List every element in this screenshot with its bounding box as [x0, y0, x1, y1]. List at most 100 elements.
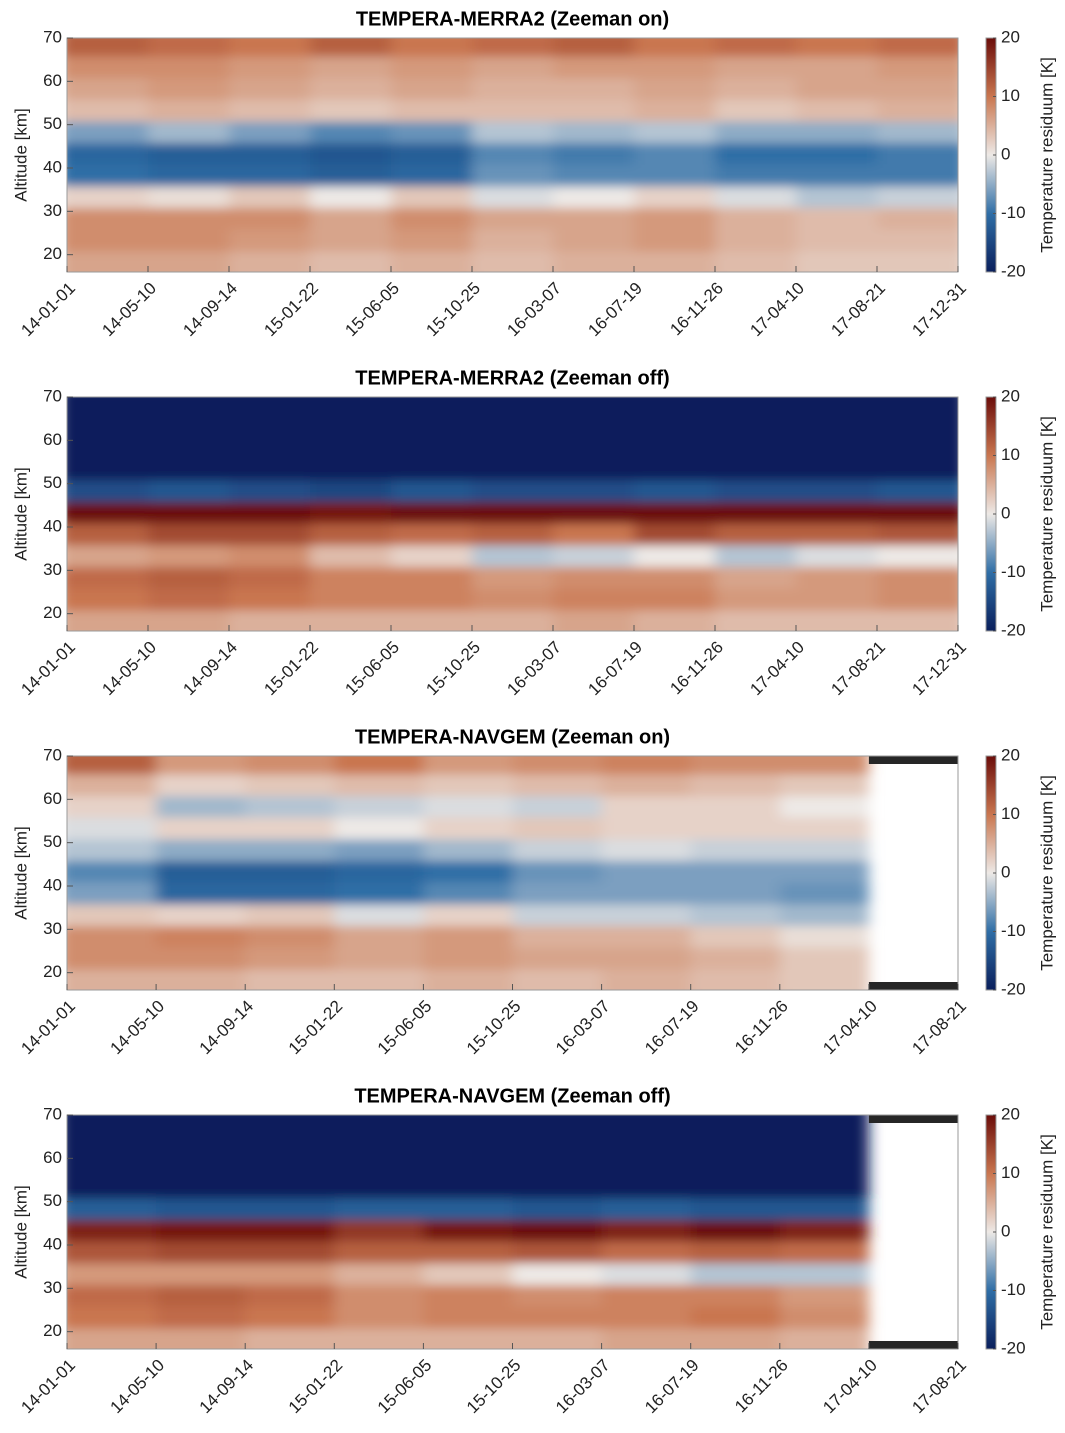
- colorbar-tick-label: 20: [1001, 745, 1020, 764]
- x-tick-label: 15-01-22: [260, 279, 322, 341]
- heatmap-cell: [67, 1115, 158, 1134]
- heatmap-cell: [512, 1197, 603, 1220]
- panel-title: TEMPERA-MERRA2 (Zeeman off): [355, 367, 669, 389]
- heatmap-layer: [67, 397, 958, 631]
- x-tick-label: 16-03-07: [503, 279, 565, 341]
- heatmap-cell: [634, 479, 716, 502]
- x-tick-label: 16-03-07: [503, 638, 565, 700]
- y-tick-label: 40: [43, 157, 62, 176]
- x-tick-label: 14-01-01: [17, 997, 79, 1059]
- colorbar-label: Temperature residuum [K]: [1037, 1134, 1056, 1330]
- heatmap-cell: [423, 838, 514, 861]
- heatmap-cell: [553, 479, 635, 502]
- heatmap-cell: [229, 250, 311, 272]
- colorbar-label: Temperature residuum [K]: [1037, 416, 1056, 612]
- heatmap-cell: [67, 120, 149, 143]
- heatmap-cell: [148, 414, 230, 437]
- heatmap-cell: [391, 77, 473, 100]
- heatmap-cell: [472, 228, 554, 252]
- heatmap-cell: [634, 120, 716, 143]
- heatmap-cell: [423, 1115, 514, 1134]
- heatmap-cell: [779, 1219, 869, 1242]
- heatmap-cell: [423, 881, 514, 905]
- heatmap-cell: [229, 609, 311, 631]
- heatmap-cell: [156, 946, 247, 970]
- heatmap-cell: [391, 522, 473, 546]
- colorbar-tick-label: 10: [1001, 1163, 1020, 1182]
- heatmap-cell: [67, 522, 149, 546]
- heatmap-cell: [310, 163, 392, 187]
- heatmap-cell: [148, 120, 230, 143]
- heatmap-cell: [634, 163, 716, 187]
- x-tick-label: 16-11-26: [731, 1356, 792, 1417]
- heatmap-cell: [310, 501, 392, 524]
- x-tick-label: 17-08-21: [908, 997, 970, 1059]
- heatmap-cell: [601, 838, 692, 861]
- heatmap-cell: [156, 860, 247, 883]
- heatmap-cell: [877, 457, 958, 481]
- x-tick-label: 16-03-07: [552, 997, 614, 1059]
- heatmap-cell: [715, 38, 797, 57]
- x-tick-label: 17-04-10: [819, 997, 881, 1059]
- x-tick-label: 14-09-14: [179, 279, 241, 341]
- heatmap-cell: [156, 1115, 247, 1134]
- heatmap-cell: [715, 250, 797, 272]
- y-tick-label: 70: [43, 745, 62, 764]
- heatmap-cell: [310, 566, 392, 589]
- x-tick-label: 17-08-21: [908, 1356, 970, 1418]
- colorbar-tick-label: -10: [1001, 562, 1026, 581]
- heatmap-cell: [423, 1175, 514, 1199]
- heatmap-cell: [156, 1327, 247, 1349]
- heatmap-cell: [423, 946, 514, 970]
- heatmap-cell: [553, 228, 635, 252]
- heatmap-cell: [148, 397, 230, 416]
- colorbar-tick-label: 0: [1001, 1221, 1010, 1240]
- heatmap-cell: [67, 1262, 158, 1285]
- heatmap-cell: [877, 38, 958, 57]
- heatmap-cell: [472, 77, 554, 100]
- plot-frame: [66, 37, 959, 273]
- heatmap-cell: [472, 522, 554, 546]
- heatmap-cell: [472, 501, 554, 524]
- heatmap-cell: [310, 522, 392, 546]
- colorbar-tick-label: 20: [1001, 27, 1020, 46]
- heatmap-cell: [779, 1240, 869, 1264]
- heatmap-cell: [512, 773, 603, 796]
- x-tick-label: 16-07-19: [641, 1356, 703, 1418]
- y-tick-label: 60: [43, 789, 62, 808]
- heatmap-cell: [779, 1262, 869, 1285]
- heatmap-cell: [796, 77, 878, 100]
- x-tick-label: 14-09-14: [196, 997, 258, 1059]
- heatmap-cell: [310, 609, 392, 631]
- x-tick-label: 14-05-10: [98, 279, 160, 341]
- heatmap-cell: [156, 773, 247, 796]
- heatmap-cell: [67, 1240, 158, 1264]
- heatmap-cell: [334, 881, 425, 905]
- y-tick-label: 50: [43, 1191, 62, 1210]
- heatmap-cell: [423, 1240, 514, 1264]
- heatmap-cell: [423, 1132, 514, 1155]
- heatmap-cell: [67, 185, 149, 208]
- heatmap-cell: [601, 1305, 692, 1329]
- heatmap-cell: [634, 501, 716, 524]
- heatmap-cell: [472, 55, 554, 78]
- heatmap-cell: [690, 1327, 781, 1349]
- heatmap-cell: [310, 38, 392, 57]
- y-axis-label: Altitude [km]: [11, 826, 30, 920]
- heatmap-cell: [796, 163, 878, 187]
- heatmap-cell: [715, 479, 797, 502]
- heatmap-cell: [310, 587, 392, 611]
- heatmap-cell: [423, 795, 514, 818]
- heatmap-cell: [512, 946, 603, 970]
- heatmap-cell: [634, 77, 716, 100]
- heatmap-cell: [156, 1305, 247, 1329]
- heatmap-cell: [148, 185, 230, 208]
- panel: TEMPERA-NAVGEM (Zeeman on) 20 30 40 50 60 70 14…: [11, 726, 1056, 1058]
- heatmap-cell: [715, 55, 797, 78]
- heatmap-cell: [690, 773, 781, 796]
- x-tick-label: 15-01-22: [285, 1356, 347, 1418]
- heatmap-cell: [877, 522, 958, 546]
- x-tick-label: 16-07-19: [641, 997, 703, 1059]
- heatmap-cell: [779, 903, 869, 926]
- x-tick-label: 14-01-01: [17, 1356, 79, 1418]
